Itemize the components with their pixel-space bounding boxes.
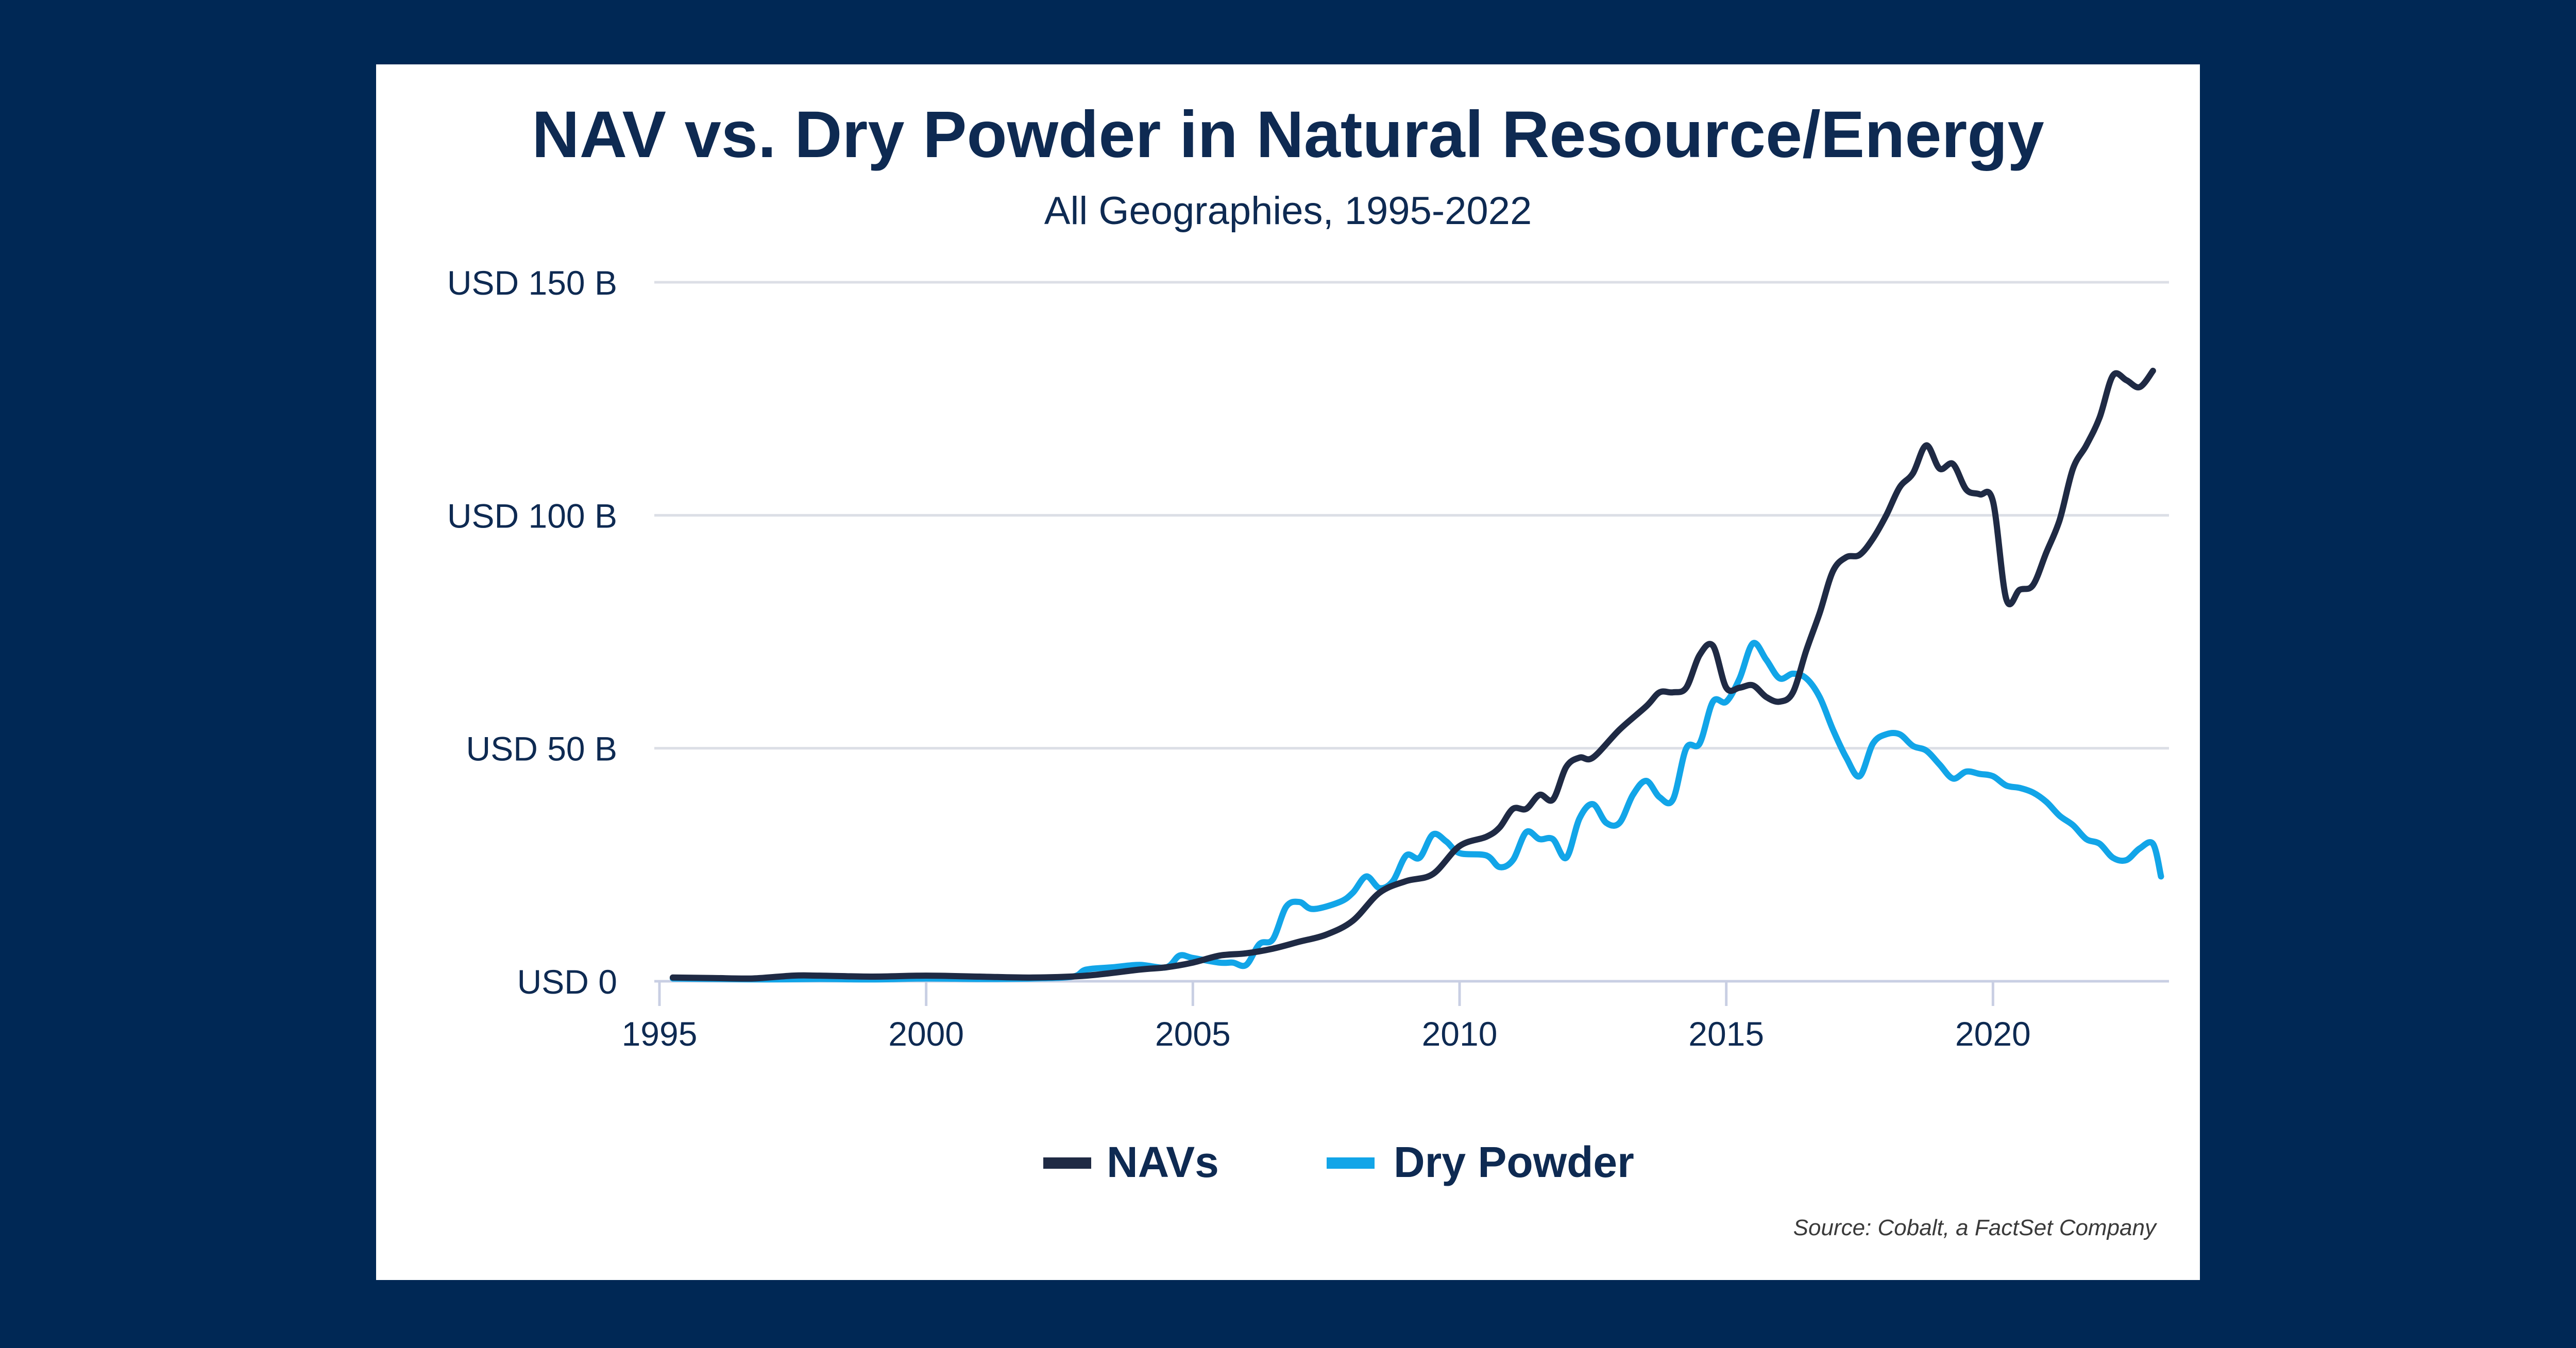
chart-card	[376, 64, 2200, 1280]
series-line-navs	[669, 367, 2156, 982]
chart-subtitle: All Geographies, 1995-2022	[1044, 189, 1532, 233]
gridlines	[654, 281, 2169, 750]
chart-title: NAV vs. Dry Powder in Natural Resource/E…	[532, 98, 2044, 172]
series-line-dry-powder	[669, 640, 2164, 983]
x-tick-label: 2010	[1422, 1015, 1498, 1053]
y-tick-label: USD 0	[517, 963, 617, 1001]
source-note: Source: Cobalt, a FactSet Company	[1793, 1215, 2158, 1240]
series-lines	[669, 367, 2164, 983]
y-tick-label: USD 150 B	[447, 264, 617, 302]
x-tick-label: 2015	[1688, 1015, 1764, 1053]
x-axis: 1995 2000 2005 2010 2015 2020	[622, 980, 2169, 1053]
x-tick-label: 2005	[1155, 1015, 1231, 1053]
legend-label-navs: NAVs	[1107, 1138, 1219, 1186]
y-tick-label: USD 100 B	[447, 497, 617, 535]
legend: NAVs Dry Powder	[1043, 1138, 1634, 1186]
x-tick-label: 2000	[888, 1015, 964, 1053]
legend-label-dry-powder: Dry Powder	[1394, 1138, 1634, 1186]
x-tick-label: 2020	[1955, 1015, 2031, 1053]
y-tick-label: USD 50 B	[466, 730, 617, 768]
y-axis: USD 0 USD 50 B USD 100 B USD 150 B	[447, 264, 617, 1001]
x-tick-label: 1995	[622, 1015, 698, 1053]
